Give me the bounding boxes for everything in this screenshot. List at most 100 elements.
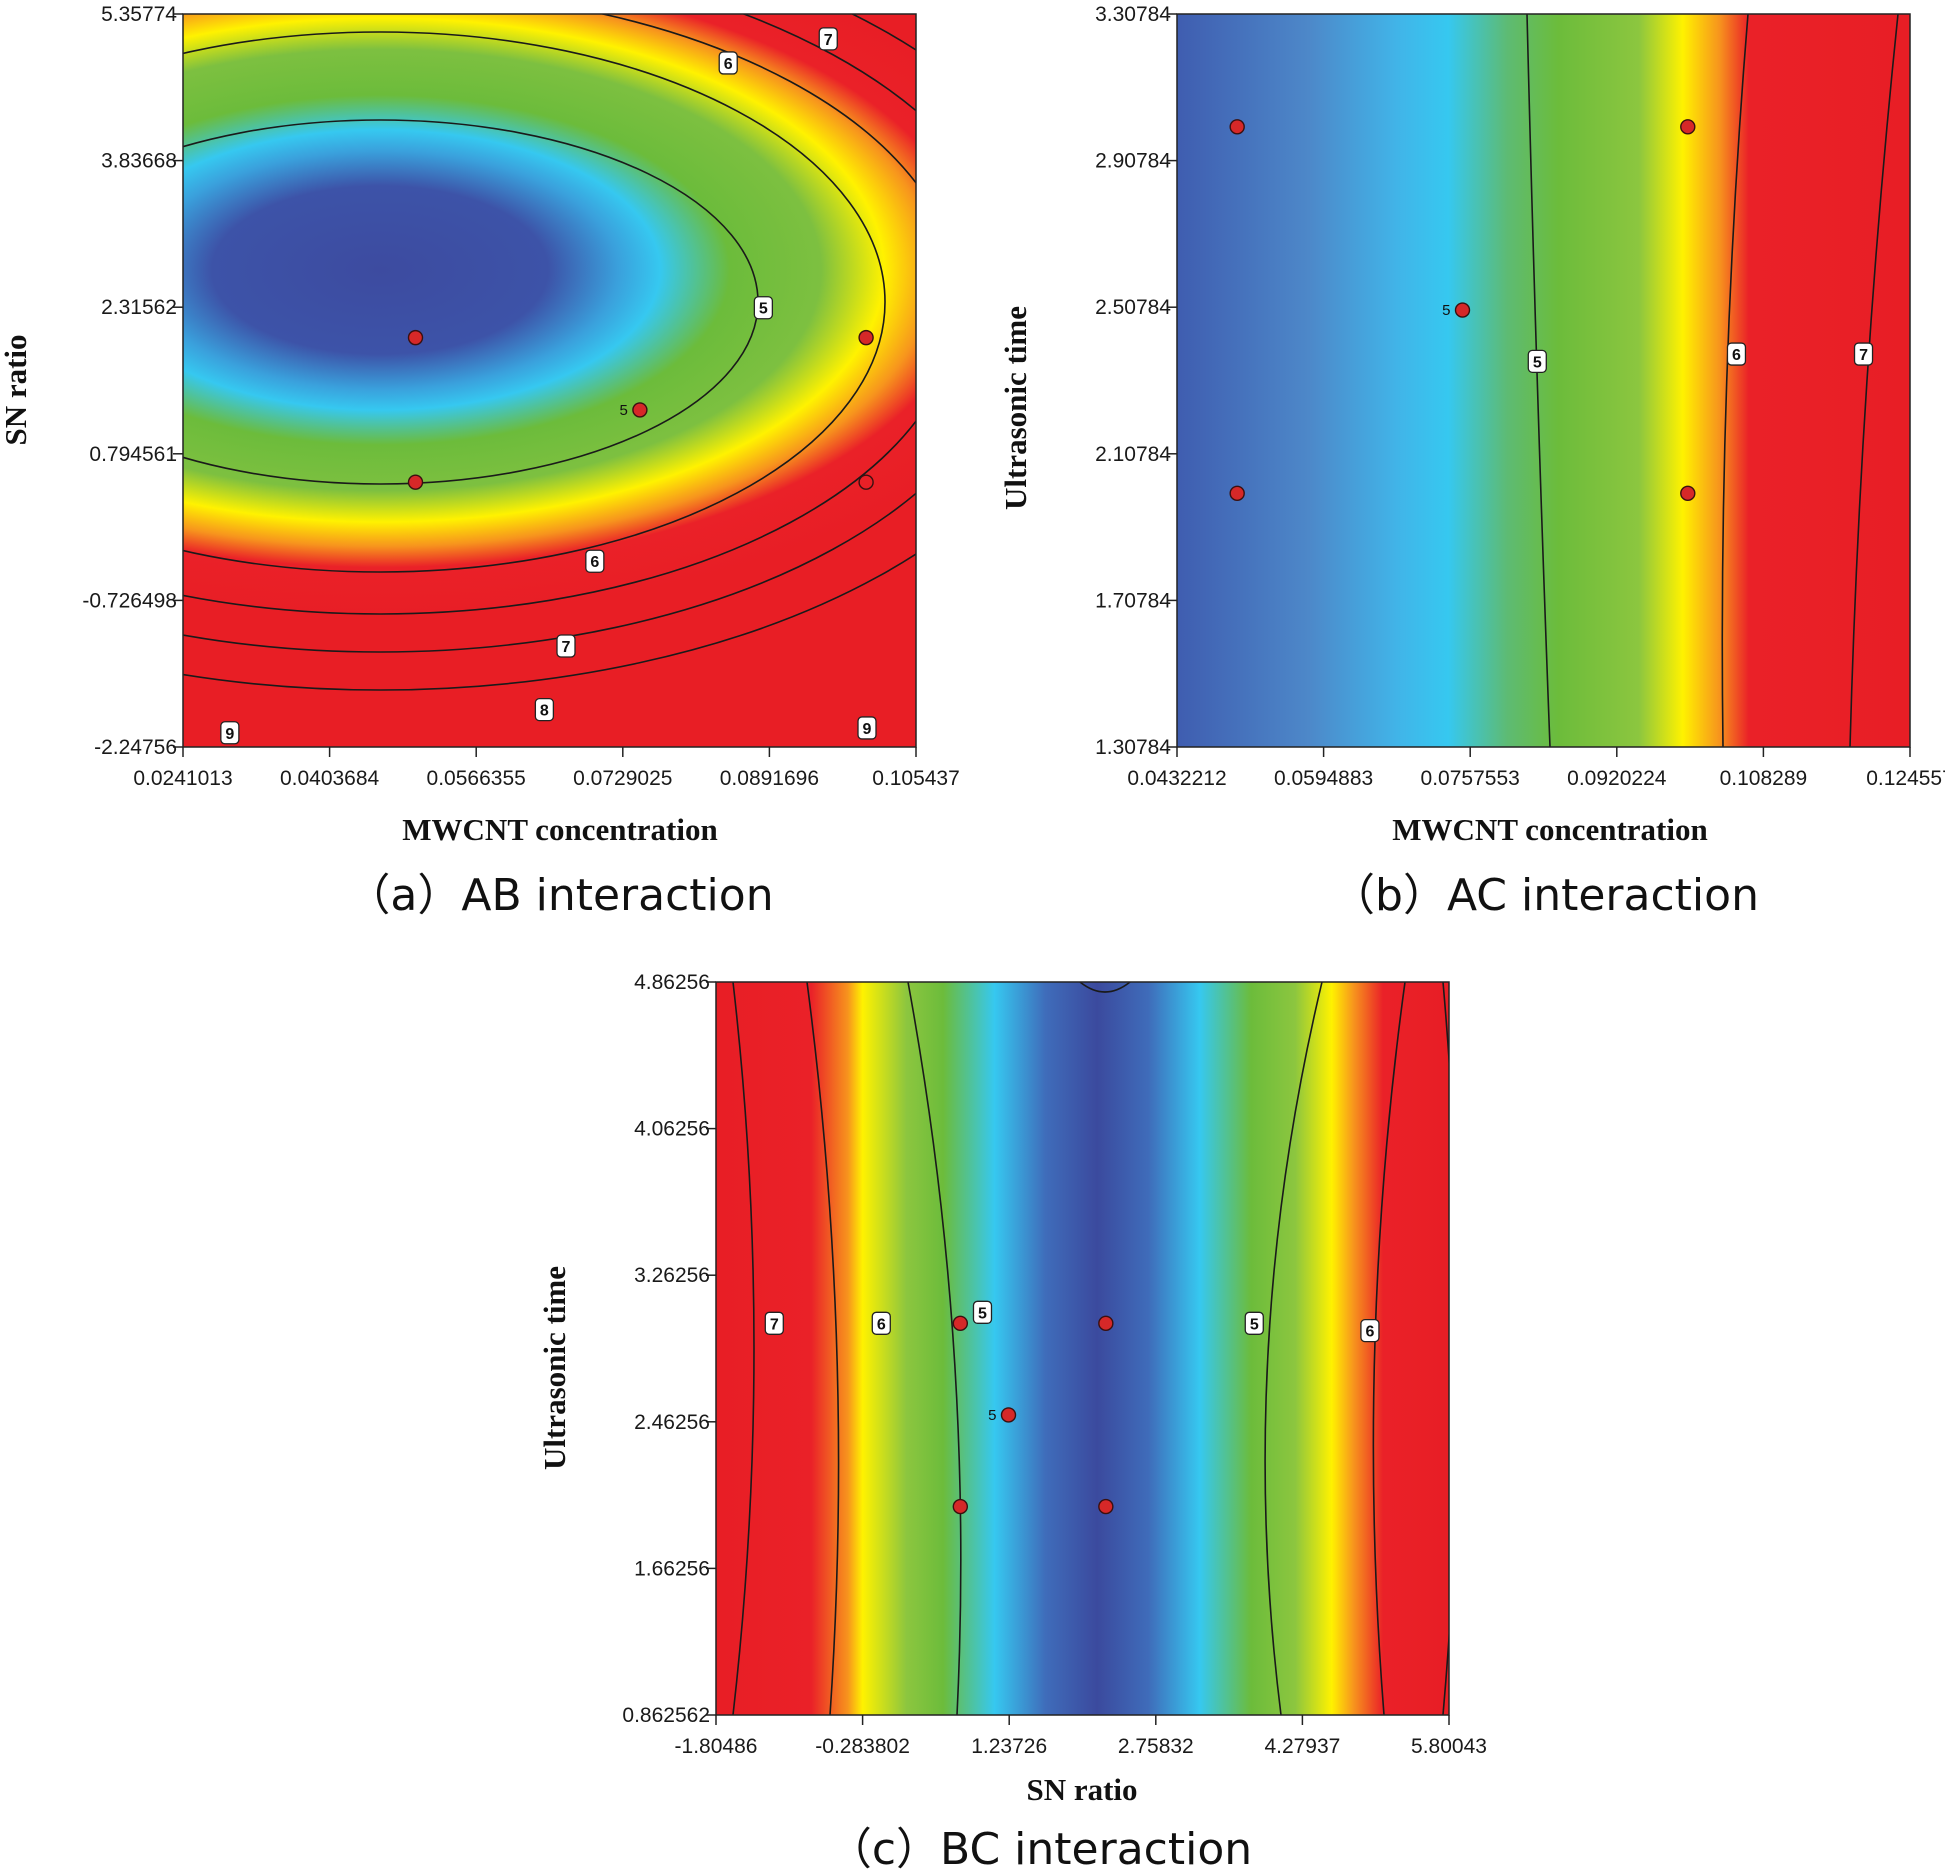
contour-line: [907, 982, 962, 1715]
x-tick-label: 0.0891696: [720, 767, 819, 790]
contour-labels-c: 7 6 5 5 6: [764, 1300, 1380, 1343]
y-tick-label: 2.10784: [1095, 443, 1171, 466]
plot-frame-c: [715, 981, 1450, 1716]
contour-field-c: [716, 982, 1449, 1715]
contour-level-label: 5: [1244, 1311, 1264, 1335]
contour-label-box: [718, 51, 738, 75]
caption-c: （c）BC interaction: [828, 1824, 1252, 1875]
contour-line: [1372, 982, 1406, 1715]
x-tick-label: 0.108289: [1720, 767, 1808, 790]
plot-frame-a: [182, 13, 917, 748]
design-points-c: 5: [952, 1315, 1114, 1515]
contour-level-label: 6: [871, 1311, 891, 1335]
contour-line: [806, 982, 840, 1715]
x-tick-label: 0.0757553: [1421, 767, 1520, 790]
contour-label-text: 7: [770, 1316, 779, 1333]
contour-label-text: 7: [1859, 347, 1868, 364]
contour-label-text: 6: [1365, 1324, 1374, 1341]
y-tick-label: 3.83668: [101, 150, 177, 173]
y-tick-label: 3.26256: [634, 1264, 710, 1287]
y-tick-label: 4.06256: [634, 1118, 710, 1141]
contour-label-box: [764, 1311, 784, 1335]
x-axis-ticks-b: 0.0432212 0.0594883 0.0757553 0.0920224 0.10…: [1127, 747, 1945, 790]
contour-label-box: [534, 697, 555, 722]
y-axis-label-b: Ultrasonic time: [998, 306, 1033, 510]
contour-label-text: 9: [863, 721, 872, 738]
contour-label-box: [1360, 1318, 1380, 1343]
contour-line: [183, 14, 916, 615]
x-tick-label: 0.105437: [872, 767, 960, 790]
plot-frame-b: [1176, 13, 1911, 748]
contour-labels-b: 5 6 7: [1527, 342, 1874, 374]
design-point: [632, 402, 648, 418]
y-tick-label: -0.726498: [82, 589, 177, 612]
contour-line: [1079, 982, 1131, 993]
contour-label-box: [1527, 349, 1547, 374]
contour-line: [732, 982, 755, 1715]
contour-level-label: 7: [764, 1311, 784, 1335]
y-tick-label: 0.794561: [89, 443, 177, 466]
contour-label-box: [585, 549, 605, 573]
contour-label-box: [857, 716, 877, 740]
contour-label-text: 6: [1732, 347, 1741, 364]
contour-line: [1264, 982, 1323, 1715]
x-tick-label: 0.0403684: [280, 767, 380, 790]
contour-level-label: 9: [220, 721, 240, 745]
x-axis-ticks-c: -1.80486 -0.283802 1.23726 2.75832 4.27937 5.…: [675, 1715, 1487, 1758]
design-point: [952, 1498, 969, 1515]
caption-a: （a）AB interaction: [346, 870, 773, 921]
y-axis-ticks-c: 0.862562 1.66256 2.46256 3.26256 4.06256 4.86…: [622, 971, 716, 1727]
contour-field-a: [183, 14, 916, 747]
design-point: [1229, 119, 1245, 135]
design-point-count: 5: [1442, 302, 1450, 319]
contour-label-text: 6: [877, 1316, 886, 1333]
design-point: [1000, 1407, 1017, 1423]
y-tick-label: 1.66256: [634, 1557, 710, 1580]
design-point: [1454, 302, 1471, 318]
y-axis-ticks-b: 1.30784 1.70784 2.10784 2.50784 2.90784 3.307…: [1095, 3, 1177, 759]
caption-b: （b）AC interaction: [1331, 870, 1759, 921]
x-tick-label: 2.75832: [1118, 1735, 1194, 1758]
design-point-count: 5: [620, 402, 628, 419]
contour-label-box: [871, 1311, 891, 1335]
x-tick-label: -0.283802: [815, 1735, 910, 1758]
contour-level-label: 5: [753, 296, 774, 320]
x-axis-ticks-a: 0.0241013 0.0403684 0.0566355 0.0729025 0.08…: [133, 747, 960, 790]
x-tick-label: 1.23726: [971, 1735, 1047, 1758]
design-point: [1098, 1498, 1114, 1515]
x-axis-label-b: MWCNT concentration: [1392, 812, 1707, 847]
x-tick-label: 0.0729025: [573, 767, 672, 790]
y-axis-label-c: Ultrasonic time: [537, 1266, 572, 1470]
design-points-b: 5: [1229, 119, 1696, 502]
contour-level-label: 6: [718, 51, 738, 75]
contour-level-label: 6: [585, 549, 605, 573]
contour-level-label: 7: [556, 634, 576, 658]
y-tick-label: -2.24756: [94, 736, 177, 759]
contour-line: [1721, 14, 1749, 747]
contour-label-text: 8: [540, 703, 549, 720]
design-points-a: 5: [407, 329, 874, 490]
contour-label-text: 5: [978, 1305, 987, 1322]
y-tick-label: 4.86256: [634, 971, 710, 994]
contour-field-b: [1177, 14, 1910, 747]
x-axis-label-a: MWCNT concentration: [402, 812, 717, 847]
contour-lines-b: [1526, 14, 1899, 747]
contour-label-text: 6: [724, 56, 733, 73]
contour-line: [183, 14, 916, 691]
x-tick-label: 0.0432212: [1127, 767, 1226, 790]
design-point-count: 5: [988, 1407, 996, 1424]
contour-label-box: [556, 634, 576, 658]
contour-label-box: [1853, 342, 1874, 366]
contour-label-box: [220, 721, 240, 745]
y-tick-label: 2.50784: [1095, 296, 1171, 319]
design-point: [407, 474, 424, 490]
contour-label-box: [753, 296, 774, 320]
contour-line: [1526, 14, 1551, 747]
contour-level-label: 6: [1726, 342, 1747, 366]
y-axis-ticks-a: -2.24756 -0.726498 0.794561 2.31562 3.83668 5…: [82, 3, 183, 759]
x-tick-label: 0.0566355: [427, 767, 526, 790]
x-tick-label: 0.0594883: [1274, 767, 1373, 790]
contour-label-text: 9: [225, 726, 234, 743]
